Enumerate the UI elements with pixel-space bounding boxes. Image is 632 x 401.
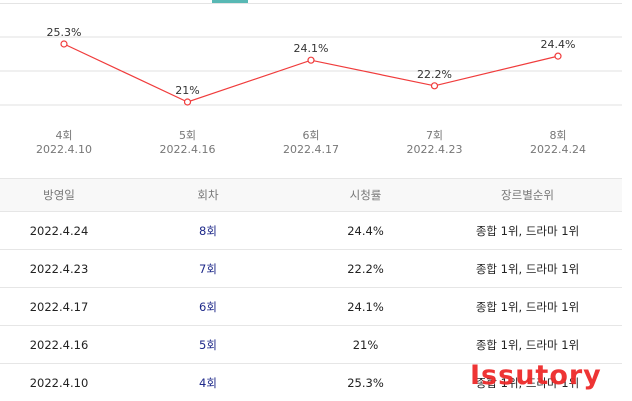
header-rating: 시청률 — [298, 178, 433, 212]
row-rank: 종합 1위, 드라마 1위 — [433, 249, 622, 288]
row-date: 2022.4.23 — [0, 249, 118, 288]
row-date: 2022.4.16 — [0, 325, 118, 364]
row-rank: 종합 1위, 드라마 1위 — [433, 325, 622, 364]
table-row: 2022.4.24 8회 24.4% 종합 1위, 드라마 1위 — [0, 211, 622, 250]
x-tick-date: 2022.4.10 — [36, 143, 92, 156]
chart-data-label: 21% — [175, 84, 199, 97]
chart-data-label: 25.3% — [47, 26, 82, 39]
row-rating: 21% — [298, 325, 433, 364]
header-air-date: 방영일 — [0, 178, 118, 212]
row-rank: 종합 1위, 드라마 1위 — [433, 363, 622, 401]
episode-link[interactable]: 7회 — [199, 261, 217, 276]
row-rating: 25.3% — [298, 363, 433, 401]
table-row: 2022.4.16 5회 21% 종합 1위, 드라마 1위 — [0, 325, 622, 364]
row-rating: 24.1% — [298, 287, 433, 326]
row-date: 2022.4.10 — [0, 363, 118, 401]
x-tick-date: 2022.4.16 — [160, 143, 216, 156]
chart-points — [60, 40, 562, 106]
chart-gridlines — [0, 36, 622, 106]
chart-data-label: 22.2% — [417, 68, 452, 81]
active-tab-indicator — [212, 0, 248, 3]
chart-point — [60, 40, 68, 48]
table-row: 2022.4.23 7회 22.2% 종합 1위, 드라마 1위 — [0, 249, 622, 288]
chart-data-label: 24.4% — [541, 38, 576, 51]
table-row: 2022.4.17 6회 24.1% 종합 1위, 드라마 1위 — [0, 287, 622, 326]
row-date: 2022.4.24 — [0, 211, 118, 250]
rating-line-chart: 25.3%21%24.1%22.2%24.4% 4회2022.4.105회202… — [0, 26, 622, 156]
x-tick-episode: 5회 — [179, 129, 196, 142]
row-date: 2022.4.17 — [0, 287, 118, 326]
x-tick-date: 2022.4.23 — [407, 143, 463, 156]
x-tick-episode: 4회 — [55, 129, 72, 142]
row-rating: 22.2% — [298, 249, 433, 288]
x-tick-episode: 7회 — [426, 129, 443, 142]
row-rating: 24.4% — [298, 211, 433, 250]
row-rank: 종합 1위, 드라마 1위 — [433, 287, 622, 326]
chart-data-label: 24.1% — [294, 42, 329, 55]
chart-data-labels: 25.3% 21% 24.1% 22.2% 24.4% — [47, 26, 576, 97]
header-genre-rank: 장르별순위 — [433, 178, 622, 212]
table-row: 2022.4.10 4회 25.3% 종합 1위, 드라마 1위 — [0, 363, 622, 401]
row-rank: 종합 1위, 드라마 1위 — [433, 211, 622, 250]
tab-divider — [0, 3, 622, 4]
chart-point — [307, 56, 315, 64]
episode-link[interactable]: 6회 — [199, 299, 217, 314]
ratings-table: 방영일 회차 시청률 장르별순위 2022.4.24 8회 24.4% 종합 1… — [0, 178, 622, 401]
x-tick-date: 2022.4.17 — [283, 143, 339, 156]
watermark-logo: Issutory — [470, 360, 602, 391]
episode-link[interactable]: 8회 — [199, 223, 217, 238]
header-episode: 회차 — [118, 178, 298, 212]
x-tick-episode: 8회 — [549, 129, 566, 142]
chart-point — [554, 52, 562, 60]
x-tick-date: 2022.4.24 — [530, 143, 586, 156]
x-tick-episode: 6회 — [302, 129, 319, 142]
episode-link[interactable]: 5회 — [199, 337, 217, 352]
table-header-row: 방영일 회차 시청률 장르별순위 — [0, 178, 622, 212]
chart-x-axis: 4회2022.4.105회2022.4.166회2022.4.177회2022.… — [36, 129, 586, 156]
chart-point — [183, 98, 192, 106]
chart-point — [430, 82, 439, 90]
episode-link[interactable]: 4회 — [199, 375, 217, 390]
